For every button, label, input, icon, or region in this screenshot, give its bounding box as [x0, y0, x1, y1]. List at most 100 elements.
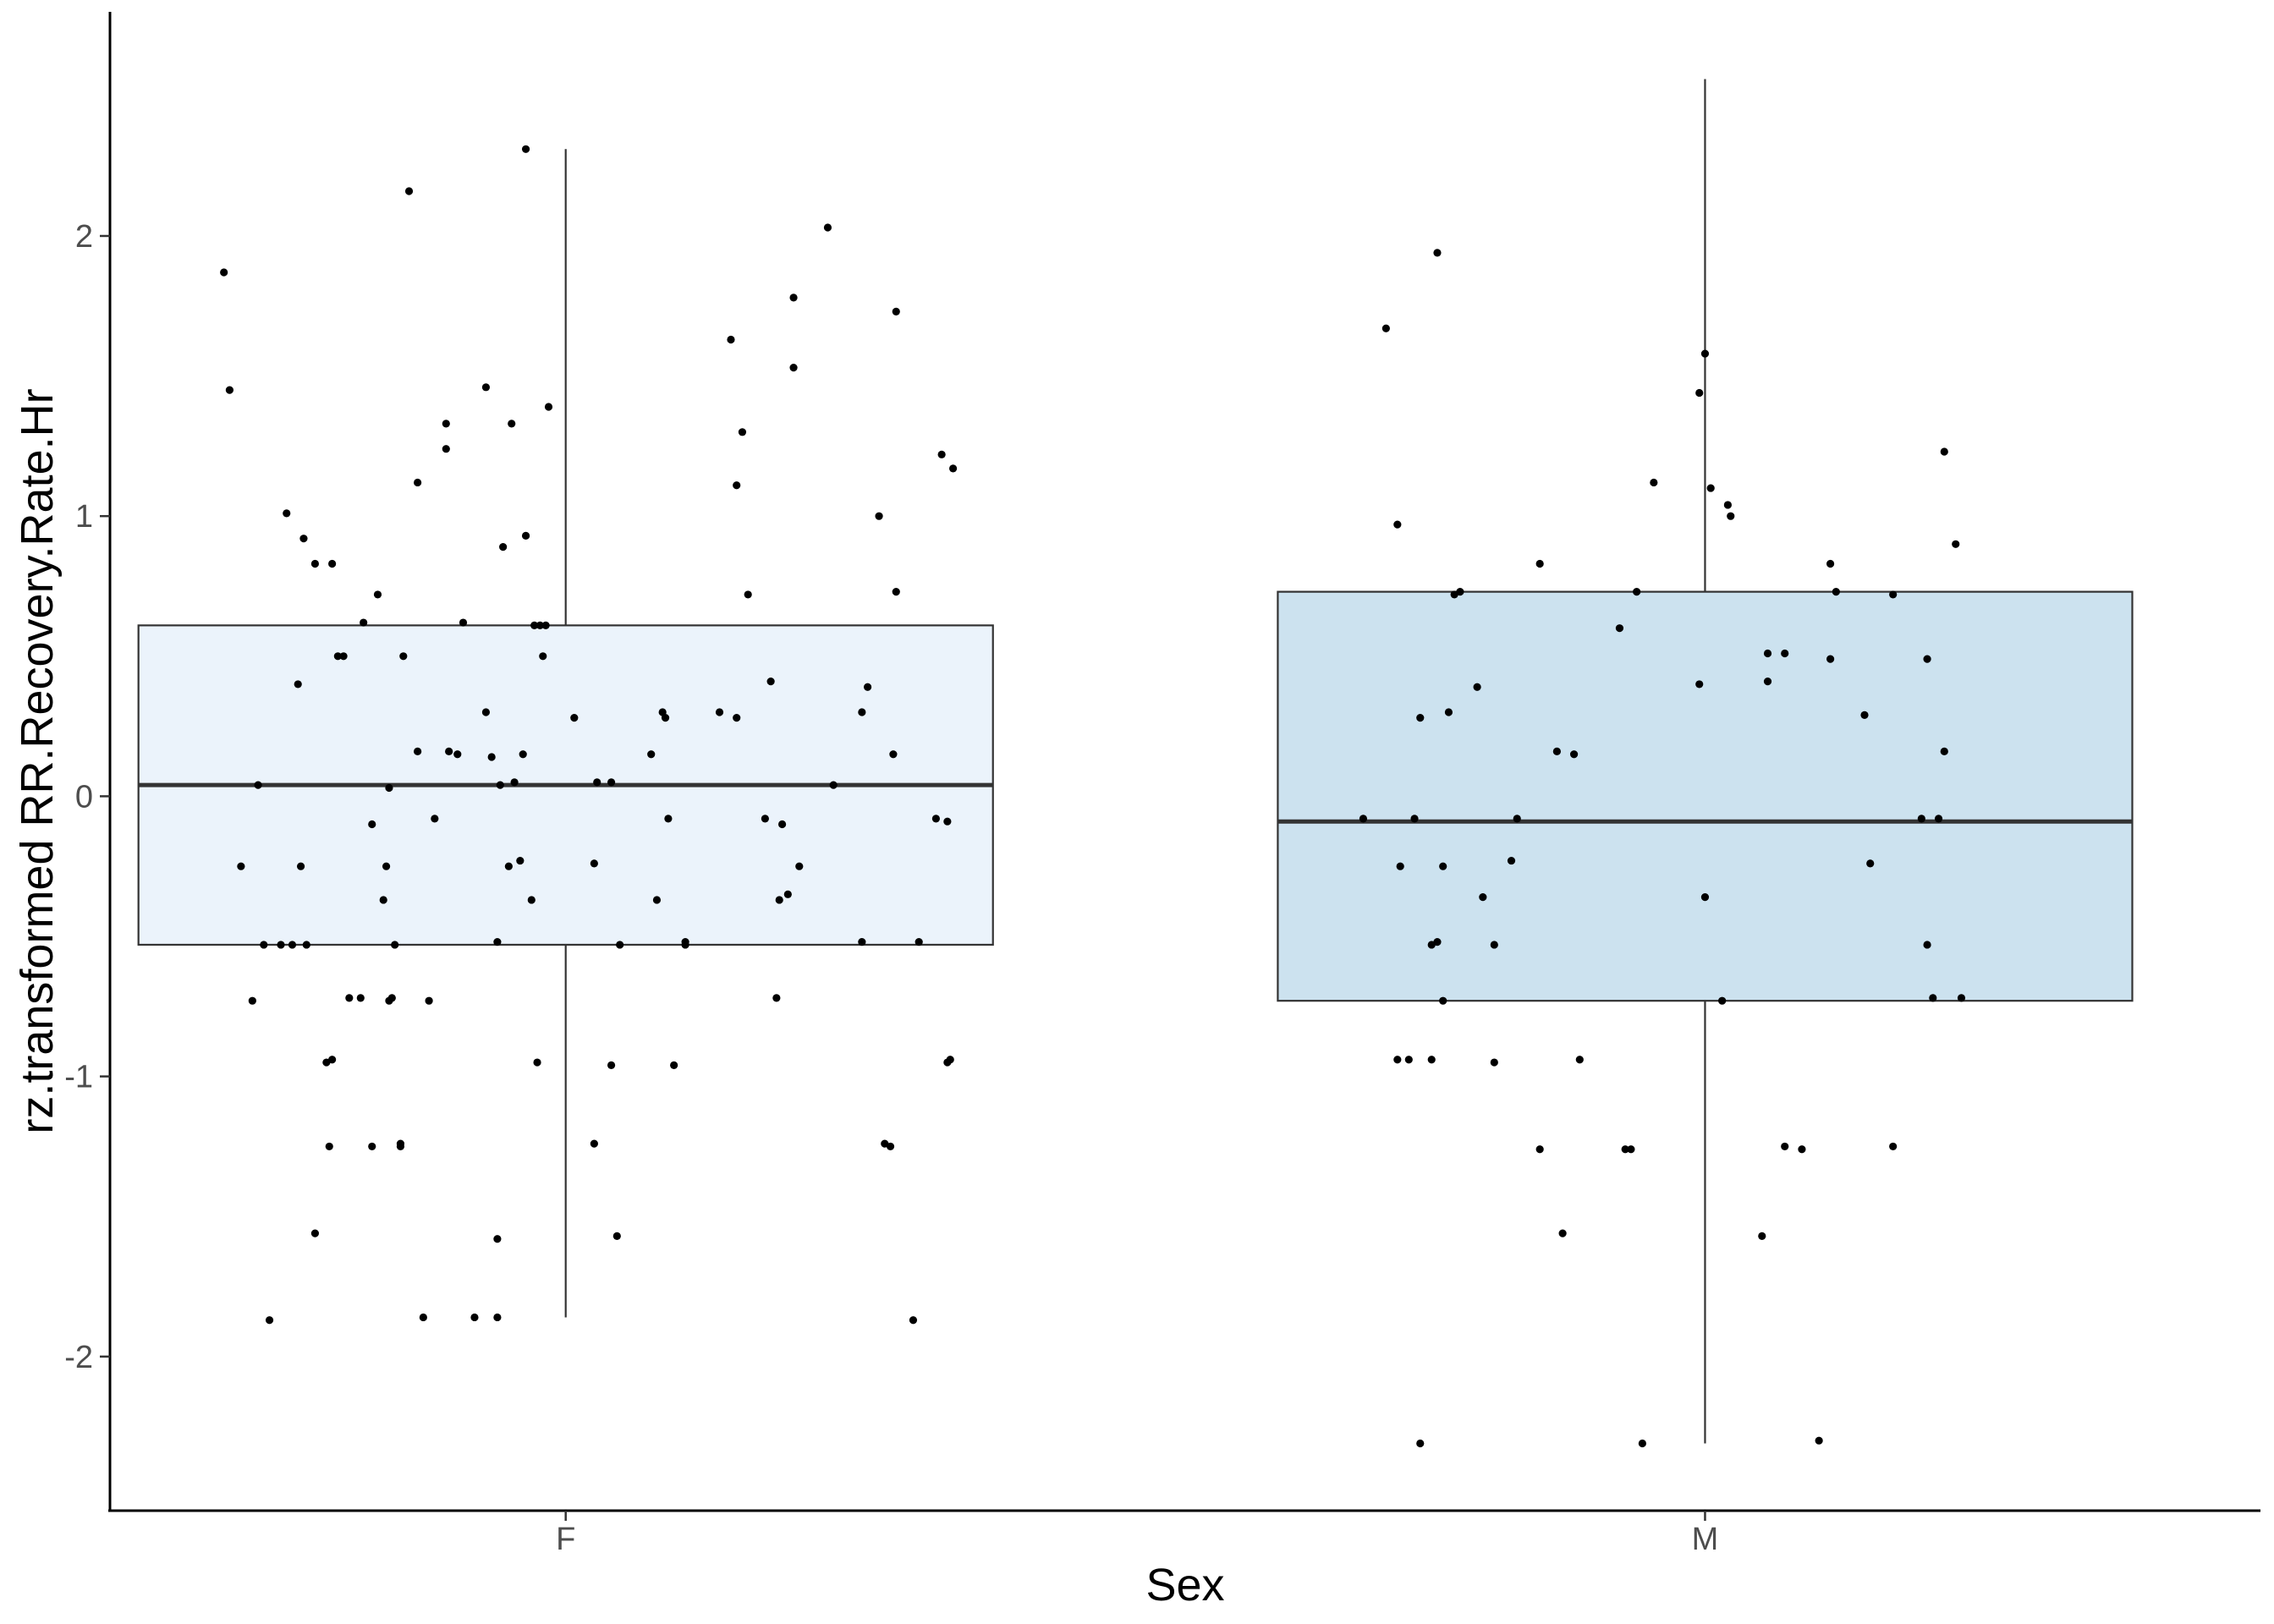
data-point: [858, 938, 866, 946]
data-point: [499, 543, 508, 551]
data-point: [1763, 649, 1772, 658]
ticks-layer: -2 -1 0 1 2 F M: [64, 219, 1718, 1557]
data-point: [310, 1229, 320, 1237]
data-point: [789, 364, 798, 372]
data-point: [1615, 624, 1624, 633]
y-tick-label: 2: [75, 219, 93, 255]
data-point: [1535, 1145, 1544, 1154]
data-point: [481, 708, 491, 716]
data-point: [391, 941, 399, 949]
data-point: [333, 652, 342, 661]
data-point: [1621, 1145, 1629, 1154]
data-point: [1860, 710, 1869, 719]
data-point: [1952, 540, 1960, 548]
data-point: [288, 941, 297, 949]
data-point: [1552, 747, 1561, 756]
data-point: [593, 778, 601, 787]
data-point: [1940, 747, 1948, 756]
data-point: [1832, 588, 1840, 596]
data-point: [1700, 893, 1710, 902]
box-M: [1277, 79, 2134, 1444]
data-point: [863, 683, 872, 691]
data-point: [892, 588, 900, 596]
data-point: [1650, 478, 1658, 487]
data-point: [544, 403, 553, 411]
data-point: [260, 941, 268, 949]
data-point: [527, 896, 536, 904]
data-point: [1781, 649, 1789, 658]
data-point: [652, 896, 662, 904]
data-point: [727, 335, 735, 344]
data-point: [875, 512, 883, 520]
data-point: [1763, 678, 1772, 686]
data-point: [368, 820, 376, 829]
data-point: [1934, 815, 1943, 823]
data-point: [1889, 1142, 1898, 1151]
x-tick-label: F: [556, 1522, 575, 1557]
data-point: [302, 941, 310, 949]
data-point: [539, 652, 547, 661]
data-point: [948, 464, 958, 473]
data-point: [1433, 938, 1442, 946]
data-point: [442, 420, 450, 428]
data-point: [661, 714, 670, 722]
points-layer: [220, 145, 1966, 1448]
data-point: [1433, 249, 1442, 257]
data-point: [220, 268, 228, 277]
data-point: [733, 714, 741, 722]
data-point: [1359, 815, 1368, 823]
data-point: [1633, 588, 1641, 596]
data-point: [1569, 750, 1579, 759]
data-point: [530, 621, 539, 629]
data-point: [1700, 349, 1710, 358]
data-point: [1490, 1058, 1498, 1067]
data-point: [590, 859, 598, 868]
data-point: [368, 1142, 376, 1151]
data-point: [915, 938, 923, 946]
data-point: [1815, 1436, 1823, 1445]
data-point: [541, 621, 550, 629]
data-point: [504, 862, 513, 870]
data-point: [1381, 324, 1390, 332]
data-point: [1923, 941, 1931, 949]
y-tick-label: -1: [64, 1060, 93, 1095]
data-point: [943, 817, 952, 826]
x-axis-title: Sex: [1145, 1560, 1224, 1610]
data-point: [664, 815, 673, 823]
data-point: [1798, 1145, 1806, 1154]
data-point: [1439, 996, 1447, 1005]
data-point: [487, 753, 496, 761]
data-point: [373, 590, 382, 599]
data-point: [493, 1313, 502, 1322]
data-point: [909, 1316, 918, 1325]
data-point: [670, 1061, 678, 1069]
data-point: [1826, 559, 1835, 568]
data-point: [931, 815, 940, 823]
data-point: [783, 890, 792, 898]
data-point: [886, 1142, 895, 1151]
data-point: [616, 941, 624, 949]
data-point: [254, 781, 262, 789]
data-point: [277, 941, 285, 949]
data-point: [607, 1061, 616, 1069]
data-point: [328, 1056, 337, 1064]
data-point: [445, 747, 453, 756]
data-point: [294, 680, 302, 689]
data-point: [431, 815, 439, 823]
data-point: [1513, 815, 1521, 823]
data-point: [1826, 655, 1835, 663]
data-point: [777, 820, 787, 829]
x-tick-label: M: [1692, 1522, 1719, 1557]
data-point: [299, 535, 308, 543]
data-point: [510, 778, 519, 787]
data-point: [521, 145, 530, 153]
y-tick-label: 0: [75, 779, 93, 815]
data-point: [387, 994, 396, 1002]
data-point: [1695, 680, 1704, 689]
data-point: [248, 996, 256, 1005]
data-point: [1535, 559, 1544, 568]
data-point: [493, 938, 502, 946]
data-point: [858, 708, 866, 716]
data-point: [681, 938, 689, 946]
data-point: [1393, 1056, 1402, 1064]
